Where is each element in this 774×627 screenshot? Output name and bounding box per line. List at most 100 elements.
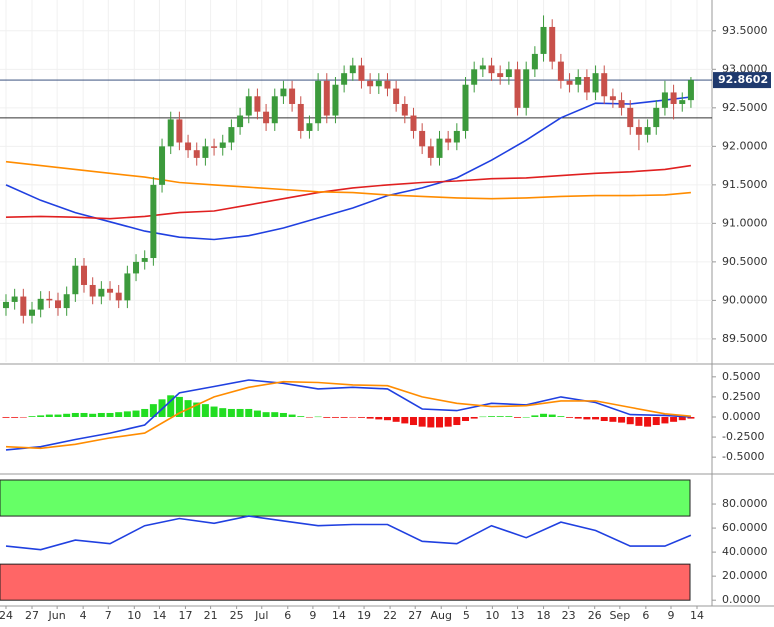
x-tick-label: 18 (537, 609, 551, 622)
candle-body (384, 80, 391, 89)
histogram-bar (409, 416, 417, 426)
histogram-bar (522, 416, 530, 418)
y-tick-label: 91.0000 (722, 216, 768, 229)
candle-body (81, 265, 88, 285)
candle-body (289, 88, 296, 104)
candle-body (453, 130, 460, 143)
y-tick-label: 90.5000 (722, 255, 768, 268)
histogram-bar (462, 416, 470, 422)
x-tick-label: 21 (204, 609, 218, 622)
x-tick-label: 10 (485, 609, 499, 622)
candle-body (115, 292, 122, 301)
histogram-bar (37, 415, 45, 417)
candle-body (505, 69, 512, 78)
histogram-bar (418, 416, 426, 427)
y-tick-label: 20.0000 (722, 569, 768, 582)
y-tick-label: 80.0000 (722, 497, 768, 510)
histogram-bar (644, 416, 652, 427)
histogram-bar (635, 416, 643, 426)
candle-body (133, 261, 140, 274)
y-tick-label: 0.0000 (722, 593, 761, 606)
y-tick-label: 89.5000 (722, 332, 768, 345)
histogram-bar (444, 416, 452, 427)
histogram-bar (11, 416, 19, 418)
histogram-bar (236, 408, 244, 417)
candle-body (237, 115, 244, 128)
candle-body (661, 92, 668, 108)
x-tick-label: Jun (48, 609, 66, 622)
candle-body (549, 26, 556, 62)
candle-body (410, 115, 417, 131)
histogram-bar (132, 410, 140, 417)
candle-body (263, 111, 270, 124)
x-tick-label: 22 (383, 609, 397, 622)
candle-body (20, 296, 27, 316)
histogram-bar (609, 416, 617, 422)
zone (0, 479, 691, 517)
histogram-bar (210, 406, 218, 417)
candle-body (523, 69, 530, 108)
histogram-bar (167, 395, 175, 417)
candle-body (332, 84, 339, 116)
y-tick-label: -0.5000 (722, 450, 764, 463)
histogram-bar (470, 416, 478, 419)
last-price-label: 92.8602 (718, 73, 768, 86)
x-tick-label: 9 (309, 609, 316, 622)
line (5, 96, 691, 241)
histogram-bar (45, 414, 53, 417)
x-tick-label: 27 (408, 609, 422, 622)
histogram-bar (141, 408, 149, 417)
histogram-bar (349, 416, 357, 418)
histogram-bar (97, 412, 105, 417)
histogram-bar (297, 416, 305, 417)
histogram-bar (583, 416, 591, 420)
candle-body (462, 84, 469, 131)
histogram-bar (366, 416, 374, 419)
candle-body (280, 88, 287, 97)
x-tick-label: 23 (562, 609, 576, 622)
histogram-bar (80, 412, 88, 417)
candle-body (11, 296, 18, 302)
candle-body (193, 150, 200, 158)
candle-body (471, 69, 478, 85)
candle-body (687, 80, 694, 101)
histogram-bar (305, 416, 313, 418)
candle-body (540, 26, 547, 54)
candle-body (254, 96, 261, 112)
histogram-bar (262, 412, 270, 417)
candle-body (141, 258, 148, 262)
histogram-bar (123, 411, 131, 417)
candle-body (592, 73, 599, 93)
histogram-bar (392, 416, 400, 422)
y-tick-label: -0.2500 (722, 430, 764, 443)
histogram-bar (479, 416, 487, 418)
histogram-bar (314, 416, 322, 418)
candle-body (219, 142, 226, 148)
histogram-bar (618, 416, 626, 423)
histogram-bar (19, 416, 27, 418)
x-tick-label: 27 (25, 609, 39, 622)
candle-body (98, 288, 105, 297)
candle-body (427, 146, 434, 158)
candle-body (618, 100, 625, 108)
candle-body (185, 142, 192, 151)
candle-body (514, 69, 521, 108)
x-tick-label: 24 (0, 609, 13, 622)
candle-body (107, 288, 114, 293)
y-tick-label: 40.0000 (722, 545, 768, 558)
histogram-bar (496, 416, 504, 417)
histogram-bar (340, 416, 348, 418)
candle-body (644, 127, 651, 135)
candle-body (228, 127, 235, 143)
candle-body (488, 65, 495, 74)
histogram-bar (193, 402, 201, 417)
histogram-bar (687, 416, 695, 419)
histogram-bar (453, 416, 461, 426)
histogram-bar (227, 408, 235, 417)
candle-body (315, 80, 322, 124)
histogram-bar (488, 416, 496, 417)
candle-body (601, 73, 608, 97)
candle-body (306, 123, 313, 131)
candle-body (46, 298, 53, 301)
